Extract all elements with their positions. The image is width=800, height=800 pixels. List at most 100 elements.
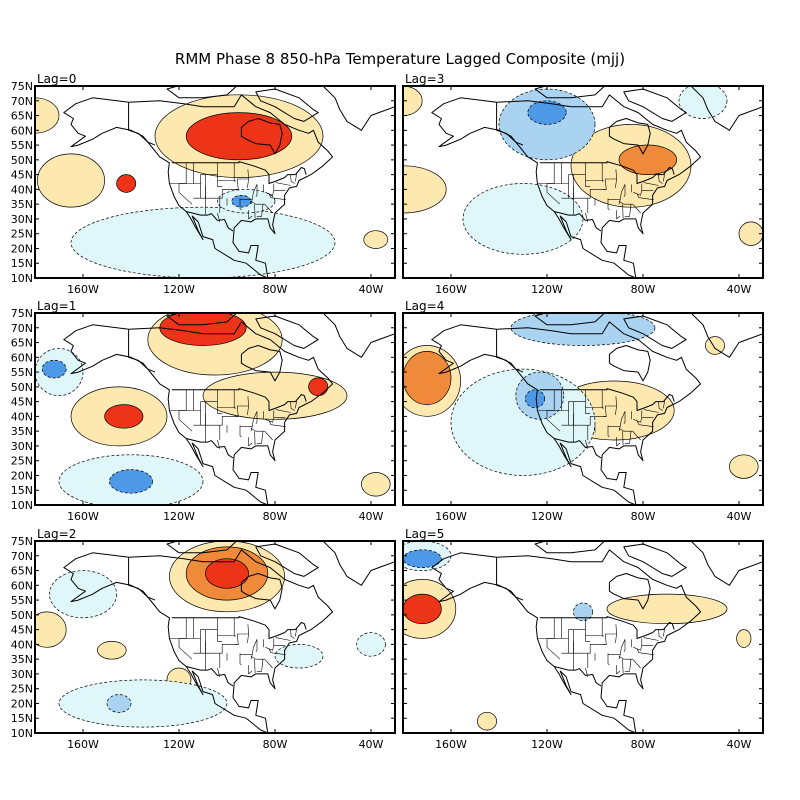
state-boundary: [618, 200, 633, 205]
state-boundary: [643, 409, 659, 413]
cool-anomaly-contour: [49, 570, 117, 619]
us-mexico-border: [554, 666, 602, 687]
cool-anomaly-contour: [356, 632, 386, 657]
state-boundary: [658, 629, 663, 639]
lon-tick-label: 160W: [435, 738, 467, 751]
lon-tick-label: 120W: [531, 738, 563, 751]
lat-tick-label: 65N: [11, 565, 33, 578]
state-boundary: [561, 644, 607, 654]
arctic-island-coastline: [166, 86, 238, 99]
state-boundary: [239, 425, 242, 438]
state-boundary: [275, 409, 291, 413]
lat-tick-label: 15N: [11, 257, 33, 270]
panel-lag-label: Lag=2: [37, 527, 76, 541]
arctic-island-coastline: [237, 68, 287, 83]
state-boundary: [632, 658, 641, 669]
state-boundary: [585, 667, 589, 677]
state-boundary: [585, 439, 589, 449]
warm-anomaly-contour: [205, 558, 249, 589]
warm-anomaly-contour: [363, 230, 389, 249]
state-boundary: [254, 659, 256, 674]
map-field: [35, 68, 395, 278]
state-boundary: [537, 389, 586, 411]
warm-anomaly-contour: [308, 377, 329, 397]
panel-lag-label: Lag=4: [405, 299, 444, 313]
arctic-island-coastline: [605, 68, 655, 83]
state-boundary: [275, 637, 291, 641]
state-boundary: [618, 639, 626, 660]
state-boundary: [607, 198, 610, 211]
state-boundary: [658, 174, 663, 184]
state-boundary: [250, 411, 258, 432]
baffin-island-coastline: [255, 315, 319, 349]
state-boundary: [636, 193, 654, 200]
us-mexico-border: [554, 438, 602, 459]
state-boundary: [603, 178, 617, 190]
state-boundary: [663, 400, 665, 409]
lon-tick-label: 160W: [67, 283, 99, 296]
lat-tick-label: 60N: [11, 124, 33, 137]
cool-anomaly-contour: [462, 183, 584, 255]
lat-tick-label: 30N: [11, 213, 33, 226]
map-panel: 160W 120W 80W 40W Lag=4: [402, 299, 764, 523]
state-boundary: [636, 420, 654, 427]
lat-tick-label: 55N: [11, 366, 33, 379]
lat-tick-label: 10N: [11, 499, 33, 512]
lat-tick-label: 10N: [11, 272, 33, 285]
lat-tick-label: 60N: [11, 579, 33, 592]
map-field: [403, 68, 763, 278]
state-boundary: [268, 193, 286, 200]
arctic-island-coastline: [534, 541, 606, 554]
alaska-canada-border: [496, 557, 524, 601]
lon-tick-label: 80W: [263, 283, 288, 296]
state-boundary: [169, 617, 218, 639]
lat-tick-label: 50N: [11, 609, 33, 622]
lat-tick-label: 40N: [11, 410, 33, 423]
hudson-bay-coastline: [240, 573, 283, 610]
state-boundary: [618, 184, 626, 205]
alaska-canada-border: [128, 329, 156, 373]
state-boundary: [217, 401, 223, 414]
state-boundary: [623, 411, 626, 424]
state-boundary: [275, 182, 291, 186]
lat-tick-label: 45N: [11, 396, 33, 409]
lat-tick-label: 20N: [11, 469, 33, 482]
canada-us-border: [171, 616, 307, 639]
warm-anomaly-contour: [403, 351, 452, 405]
baffin-island-coastline: [623, 543, 687, 577]
lon-tick-label: 160W: [67, 510, 99, 523]
warm-anomaly-contour: [202, 371, 348, 420]
state-boundary: [624, 659, 632, 672]
state-boundary: [256, 204, 264, 217]
panel-lag-label: Lag=0: [37, 72, 76, 86]
greenland-coastline: [321, 86, 395, 131]
cool-anomaly-contour: [510, 313, 656, 346]
lat-tick-label: 40N: [11, 183, 33, 196]
warm-anomaly-contour: [705, 336, 725, 355]
lat-tick-label: 45N: [11, 624, 33, 637]
lat-tick-label: 65N: [11, 110, 33, 123]
lon-tick-label: 80W: [263, 738, 288, 751]
lat-tick-label: 45N: [11, 169, 33, 182]
warm-anomaly-contour: [35, 611, 67, 648]
state-boundary: [248, 210, 253, 220]
lat-tick-label: 30N: [11, 440, 33, 453]
state-boundary: [254, 431, 256, 446]
state-boundary: [235, 405, 249, 417]
greenland-coastline: [689, 313, 763, 358]
state-boundary: [193, 644, 239, 654]
canada-us-border: [171, 388, 307, 411]
state-boundary: [193, 416, 239, 426]
lat-tick-label: 50N: [11, 154, 33, 167]
lat-tick-label: 60N: [11, 351, 33, 364]
map-frame: [34, 85, 396, 279]
north-america-coastline: [63, 321, 334, 505]
north-america-coastline: [63, 549, 334, 733]
lat-tick-label: 20N: [11, 697, 33, 710]
lon-tick-label: 40W: [727, 283, 752, 296]
greenland-coastline: [689, 86, 763, 131]
state-boundary: [633, 417, 643, 423]
warm-anomaly-contour: [736, 629, 752, 648]
map-frame: [402, 312, 764, 506]
state-boundary: [169, 162, 218, 184]
